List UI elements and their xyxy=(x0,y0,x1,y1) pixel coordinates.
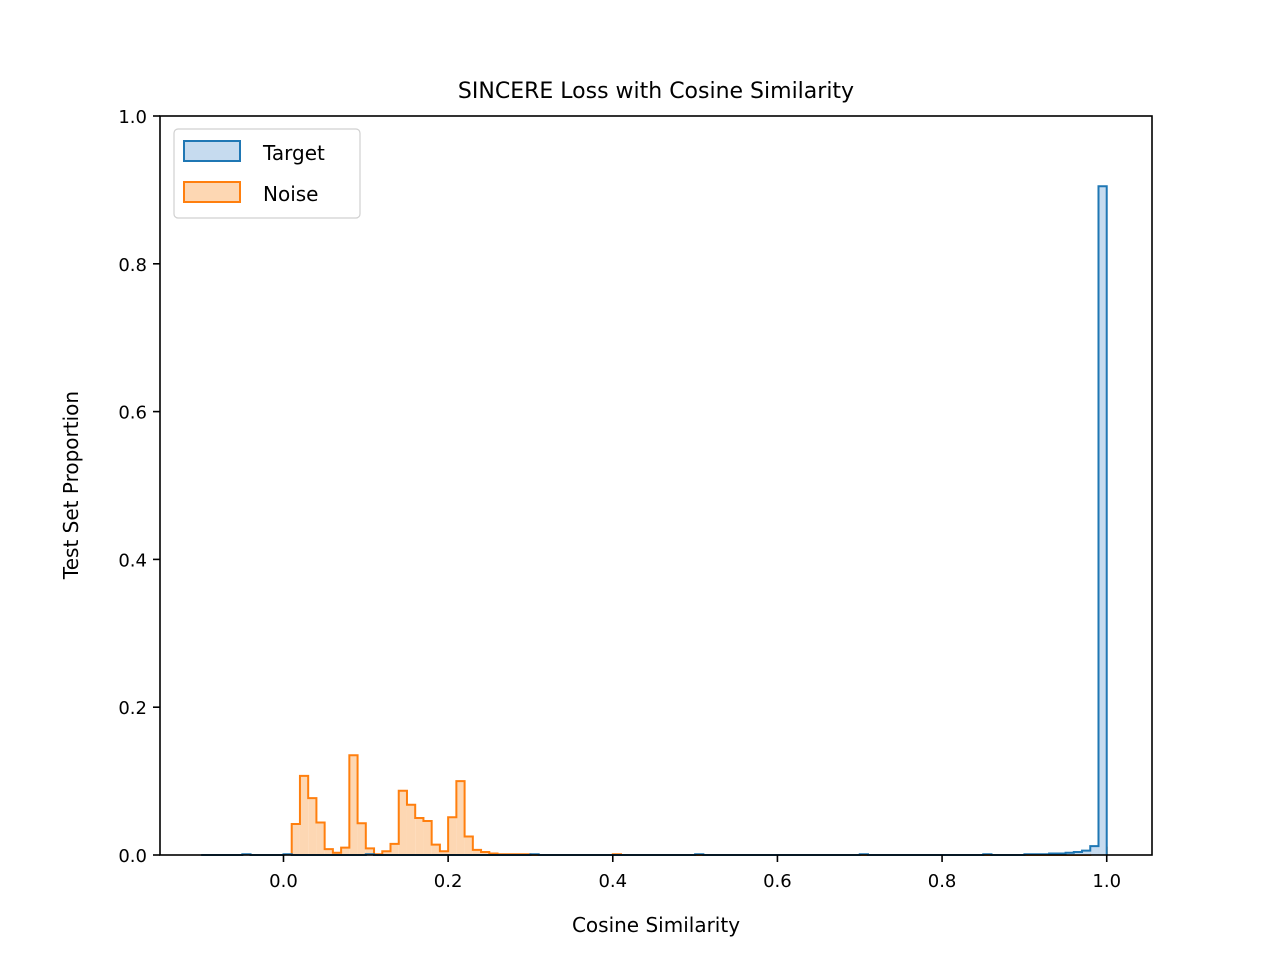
target-bar xyxy=(1073,852,1083,855)
legend-swatch-target xyxy=(183,140,241,162)
y-axis-label: Test Set Proportion xyxy=(59,391,83,580)
noise-bar xyxy=(439,851,449,855)
legend: Target Noise xyxy=(173,128,361,219)
x-tick-label: 1.0 xyxy=(1092,871,1121,892)
noise-bar xyxy=(390,843,399,855)
target-bar xyxy=(1098,186,1107,855)
noise-bar xyxy=(357,823,366,855)
noise-bar xyxy=(308,798,317,855)
noise-bar xyxy=(291,823,300,855)
noise-bar xyxy=(448,817,457,855)
noise-bar xyxy=(398,790,407,855)
noise-bar xyxy=(365,848,375,855)
y-tick-label: 0.2 xyxy=(118,698,147,719)
x-axis-label: Cosine Similarity xyxy=(572,913,740,937)
x-tick-label: 0.2 xyxy=(434,871,463,892)
target-bar xyxy=(1082,850,1091,855)
chart-title: SINCERE Loss with Cosine Similarity xyxy=(458,79,854,104)
noise-bar xyxy=(406,804,416,855)
noise-bar xyxy=(472,849,482,855)
target-bar xyxy=(1090,846,1099,855)
y-tick-label: 0.6 xyxy=(118,403,147,424)
x-axis-ticks: 0.0 0.2 0.4 0.6 0.8 1.0 xyxy=(269,855,1121,892)
noise-bar xyxy=(341,847,350,855)
noise-bar xyxy=(324,849,333,855)
target-bar xyxy=(1065,852,1074,855)
x-tick-label: 0.6 xyxy=(763,871,792,892)
noise-bar xyxy=(464,836,473,855)
x-tick-label: 0.0 xyxy=(269,871,298,892)
axes-frame xyxy=(159,115,1153,856)
legend-swatch-noise xyxy=(183,181,241,203)
x-tick-label: 0.8 xyxy=(928,871,957,892)
noise-bar xyxy=(423,821,432,855)
noise-bar xyxy=(382,851,391,855)
noise-bar xyxy=(332,852,342,855)
noise-bar xyxy=(299,775,309,855)
noise-bar xyxy=(431,844,440,855)
noise-bar xyxy=(415,818,424,855)
y-tick-label: 1.0 xyxy=(118,107,147,128)
legend-label-noise: Noise xyxy=(263,182,318,206)
x-tick-label: 0.4 xyxy=(598,871,627,892)
y-tick-label: 0.4 xyxy=(118,550,147,571)
y-axis-ticks: 0.0 0.2 0.4 0.6 0.8 1.0 xyxy=(118,107,160,867)
noise-bar xyxy=(349,755,358,855)
noise-bar xyxy=(481,852,490,855)
legend-label-target: Target xyxy=(262,141,325,165)
y-tick-label: 0.8 xyxy=(118,255,147,276)
noise-bar xyxy=(456,781,465,855)
y-tick-label: 0.0 xyxy=(118,846,147,867)
noise-bar xyxy=(316,822,325,855)
